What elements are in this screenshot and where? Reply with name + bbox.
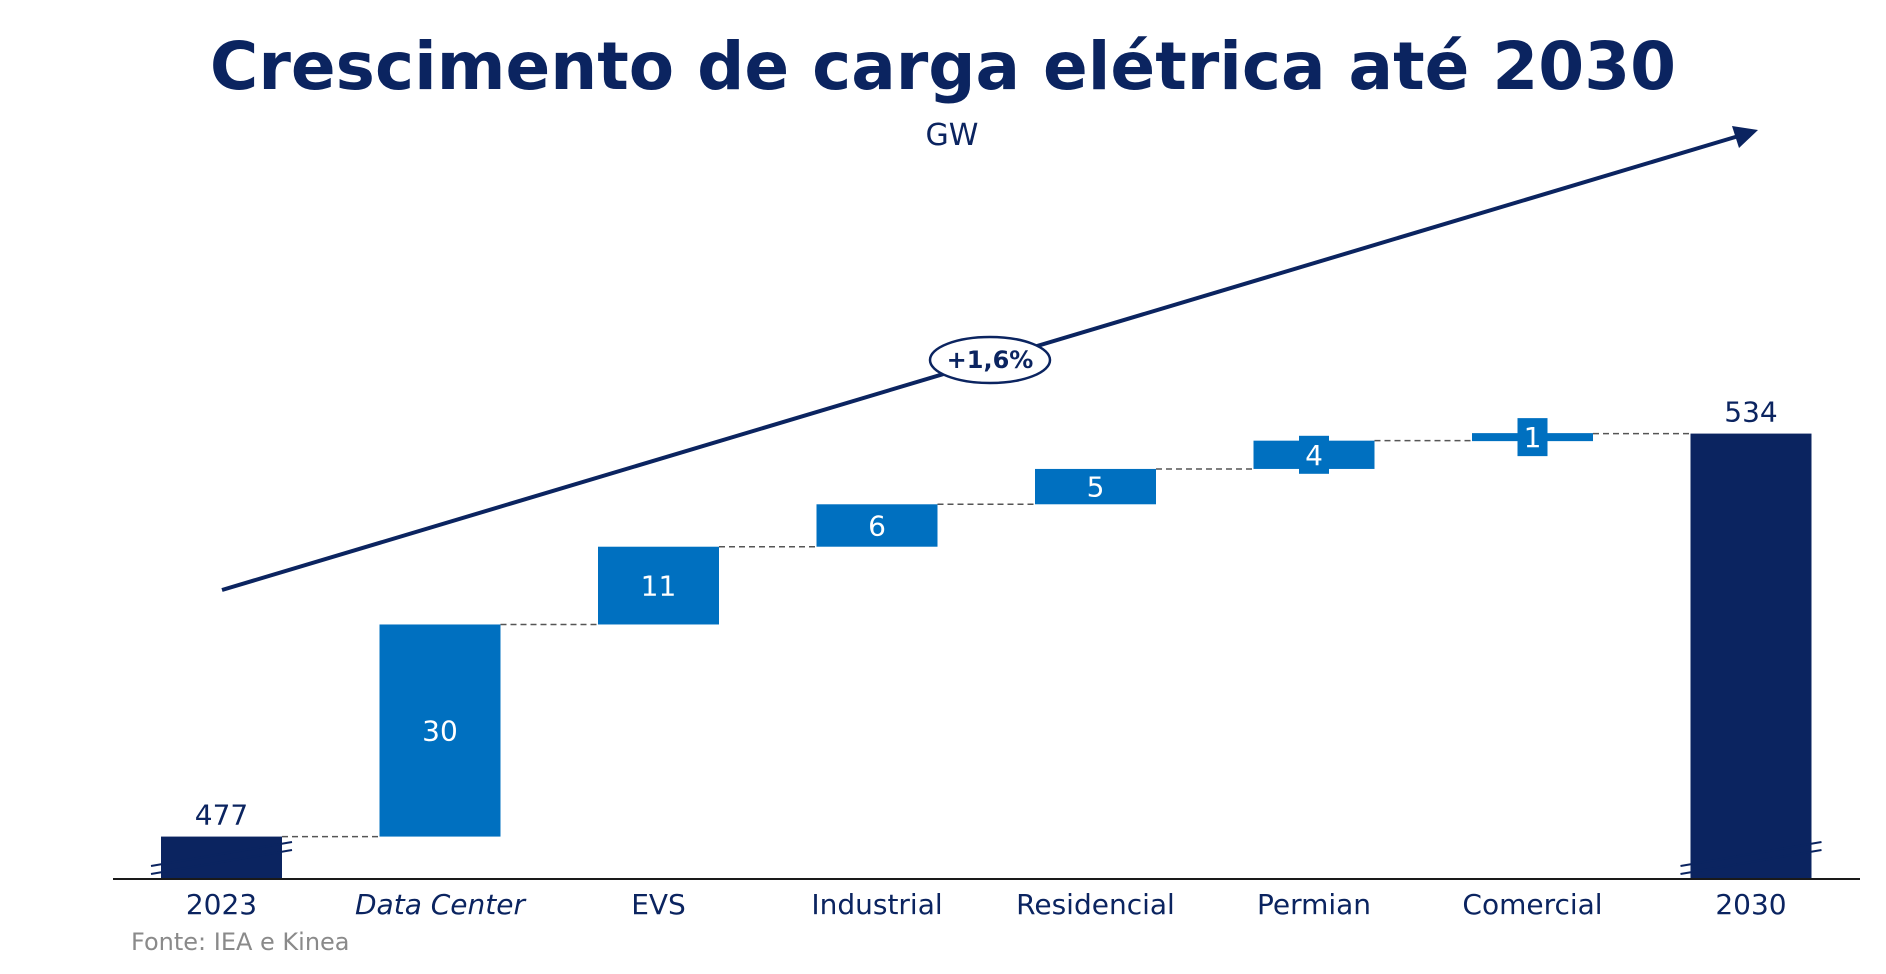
growth-badge-text: +1,6% bbox=[947, 346, 1034, 374]
value-label: 477 bbox=[195, 799, 248, 832]
value-label: 5 bbox=[1087, 471, 1105, 504]
value-label: 6 bbox=[868, 510, 886, 543]
axis-break-line bbox=[150, 841, 293, 867]
category-labels: 2023 Data Center EVS Industrial Residencial P… bbox=[186, 888, 1787, 921]
category-label: 2030 bbox=[1715, 888, 1786, 921]
bar-evs bbox=[598, 546, 719, 625]
trend-arrow-head bbox=[1732, 126, 1758, 148]
value-label-box bbox=[1517, 418, 1548, 457]
category-label: 2023 bbox=[186, 888, 257, 921]
axis-break-line bbox=[150, 849, 293, 875]
category-label: Industrial bbox=[811, 888, 942, 921]
value-label: 1 bbox=[1524, 421, 1542, 454]
source-note: Fonte: IEA e Kinea bbox=[131, 928, 350, 956]
bar-industrial bbox=[816, 504, 938, 547]
axis-break-line bbox=[1680, 841, 1822, 867]
axis-break-line bbox=[1680, 849, 1822, 875]
category-label: Data Center bbox=[355, 888, 526, 921]
value-label: 4 bbox=[1305, 439, 1323, 472]
value-labels: 477 30 11 6 5 4 1 534 bbox=[195, 396, 1778, 832]
bars bbox=[161, 433, 1812, 879]
bar-2030 bbox=[1690, 433, 1812, 879]
bar-residencial bbox=[1035, 468, 1156, 505]
connector-lines bbox=[282, 432, 1691, 838]
category-label: EVS bbox=[631, 888, 686, 921]
value-label: 11 bbox=[641, 570, 677, 603]
growth-badge bbox=[928, 335, 1052, 385]
growth-trend: +1,6% bbox=[221, 126, 1758, 592]
value-label: 534 bbox=[1724, 396, 1777, 429]
bar-data-center bbox=[379, 624, 501, 837]
category-label: Residencial bbox=[1016, 888, 1175, 921]
value-label-box bbox=[1299, 435, 1329, 474]
chart-title: Crescimento de carga elétrica até 2030 bbox=[210, 28, 1676, 105]
category-label: Permian bbox=[1257, 888, 1371, 921]
value-label: 30 bbox=[422, 715, 458, 748]
bar-2023 bbox=[161, 836, 282, 879]
unit-label: GW bbox=[926, 118, 979, 153]
category-label: Comercial bbox=[1462, 888, 1602, 921]
axis-breaks bbox=[150, 841, 1822, 875]
